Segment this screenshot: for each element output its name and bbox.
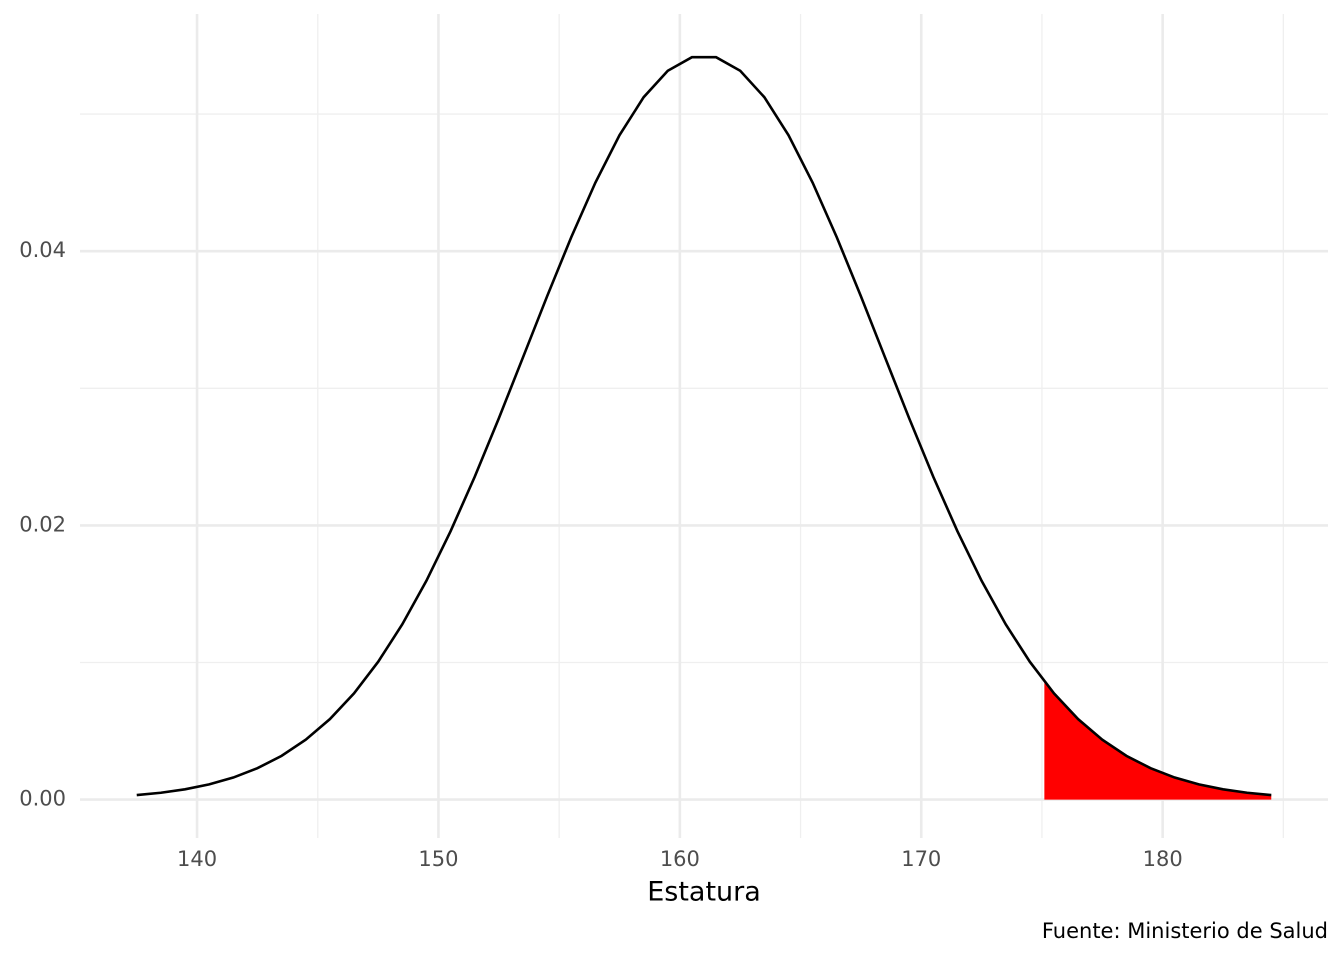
y-tick-label: 0.02 — [19, 512, 66, 536]
density-line — [136, 55, 1272, 797]
x-tick-label: 170 — [901, 847, 941, 871]
y-tick-label: 0.04 — [19, 238, 66, 262]
y-tick-label: 0.00 — [19, 787, 66, 811]
x-tick-label: 150 — [418, 847, 458, 871]
shaded-area — [1044, 681, 1272, 800]
x-tick-label: 180 — [1143, 847, 1183, 871]
x-tick-label: 140 — [177, 847, 217, 871]
x-axis-label: Estatura — [647, 877, 761, 908]
x-tick-label: 160 — [660, 847, 700, 871]
caption: Fuente: Ministerio de Salud — [1042, 919, 1328, 943]
